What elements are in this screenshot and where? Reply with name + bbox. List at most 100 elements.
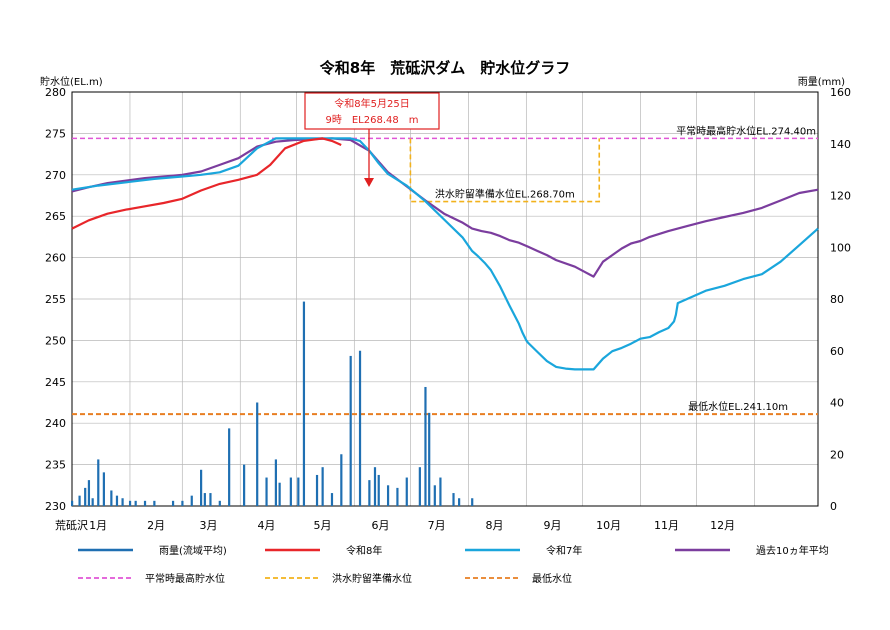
rain-bar [228, 428, 231, 506]
series-line-avg [71, 137, 819, 278]
legend-label-min: 最低水位 [532, 572, 572, 585]
rain-bar [377, 474, 380, 506]
rain-bar [428, 412, 431, 506]
rain-bar [121, 498, 124, 506]
rain-bar [203, 493, 206, 506]
rain-bar [433, 485, 436, 506]
y-left-axis-label: 貯水位(EL.m) [40, 75, 103, 88]
y-right-tick-label: 120 [830, 190, 851, 203]
y-right-tick-label: 140 [830, 138, 851, 151]
y-left-tick-label: 250 [45, 334, 66, 347]
x-tick-label: 5月 [314, 519, 332, 532]
rain-bar [373, 467, 377, 506]
x-tick-label: 7月 [428, 519, 446, 532]
rain-bar [418, 467, 421, 506]
y-right-tick-label: 160 [830, 86, 851, 99]
annotation-line1: 令和8年5月25日 [334, 97, 409, 110]
rain-bar [439, 477, 442, 506]
reference-lines: 平常時最高貯水位EL.274.40m 最低水位EL.241.10m 洪水貯留準備水位… [72, 124, 818, 416]
legend-label-flood: 洪水貯留準備水位 [332, 572, 412, 585]
grid [71, 91, 819, 507]
y-right-tick-label: 80 [830, 293, 844, 306]
plot-frame [71, 91, 819, 507]
y-right-axis-label: 雨量(mm) [798, 76, 845, 88]
y-left-tick-label: 265 [45, 210, 66, 223]
series-lines [71, 137, 819, 371]
rain-bar [200, 469, 203, 506]
rain-bar [424, 386, 427, 506]
max-normal-label: 平常時最高貯水位EL.274.40m [676, 124, 816, 137]
rain-bar [458, 498, 461, 506]
y-left-tick-label: 255 [45, 293, 66, 306]
flood-prep-line [409, 138, 601, 203]
rain-bar [349, 355, 352, 506]
rain-bar [87, 480, 91, 506]
rain-bar [84, 487, 87, 506]
chart-title: 令和8年 荒砥沢ダム 貯水位グラフ [320, 59, 570, 77]
legend-label-r8: 令和8年 [346, 544, 382, 557]
rain-bar [340, 454, 343, 506]
y-right-tick-label: 60 [830, 345, 844, 358]
x-tick-label: 11月 [654, 519, 679, 532]
x-tick-label: 9月 [544, 519, 562, 532]
rain-bar [97, 459, 100, 506]
rain-bar [297, 477, 300, 506]
y-right-tick-label: 0 [830, 500, 837, 513]
legend-label-rain: 雨量(流域平均) [159, 544, 227, 557]
rain-bar [181, 500, 184, 506]
x-tick-label: 6月 [371, 519, 389, 532]
rain-bar [256, 402, 259, 506]
y-left-tick-label: 240 [45, 417, 66, 430]
rain-bar [452, 493, 455, 506]
rain-bar [321, 467, 324, 506]
legend-label-avg: 過去10ヵ年平均 [756, 544, 829, 557]
rain-bar [396, 487, 399, 506]
rain-bar [386, 485, 390, 506]
rain-bar [265, 477, 268, 506]
y-right-tick-label: 100 [830, 241, 851, 254]
min-level-label: 最低水位EL.241.10m [688, 400, 788, 413]
rain-bar [110, 490, 113, 506]
annotation-arrowhead [364, 178, 374, 187]
series-line-r7 [71, 137, 819, 371]
x-tick-label: 1月 [89, 519, 107, 532]
legend-label-r7: 令和7年 [546, 544, 582, 557]
x-tick-label: 3月 [199, 519, 217, 532]
y-right-tick-label: 20 [830, 448, 844, 461]
x-tick-label: 12月 [710, 519, 735, 532]
annotation-box [304, 92, 440, 130]
series-line-r8 [71, 137, 342, 230]
rain-bar [302, 301, 306, 506]
y-left-tick-label: 280 [45, 86, 66, 99]
rain-bar [78, 495, 81, 506]
rain-bar [358, 350, 362, 506]
rain-bars [71, 301, 474, 506]
rain-bar [289, 477, 292, 506]
rain-bar [243, 464, 246, 506]
rain-bar [368, 480, 371, 506]
legend-label-max_normal: 平常時最高貯水位 [145, 572, 225, 585]
rain-bar [128, 500, 132, 506]
x-tick-label: 2月 [147, 519, 165, 532]
y-left-tick-label: 230 [45, 500, 66, 513]
rain-bar [171, 500, 175, 506]
x-tick-label: 4月 [257, 519, 275, 532]
y-left-tick-label: 260 [45, 252, 66, 265]
rain-bar [134, 500, 137, 506]
tick-labels: 280 275 270 265 260 255 250 245 240 235 230 160 140 1… [45, 86, 851, 532]
y-left-tick-label: 270 [45, 169, 66, 182]
date-annotation: 令和8年5月25日 9時 EL268.48 m [304, 92, 440, 187]
rain-bar [71, 500, 74, 506]
rain-bar [115, 495, 119, 506]
rain-bar [209, 493, 212, 506]
station-label: 荒砥沢 [55, 518, 88, 532]
annotation-line2: 9時 EL268.48 m [326, 114, 419, 126]
rain-bar [143, 500, 147, 506]
rain-bar [315, 474, 319, 506]
y-left-tick-label: 245 [45, 376, 66, 389]
x-tick-label: 8月 [486, 519, 504, 532]
rain-bar [278, 482, 281, 506]
rain-bar [190, 495, 193, 506]
